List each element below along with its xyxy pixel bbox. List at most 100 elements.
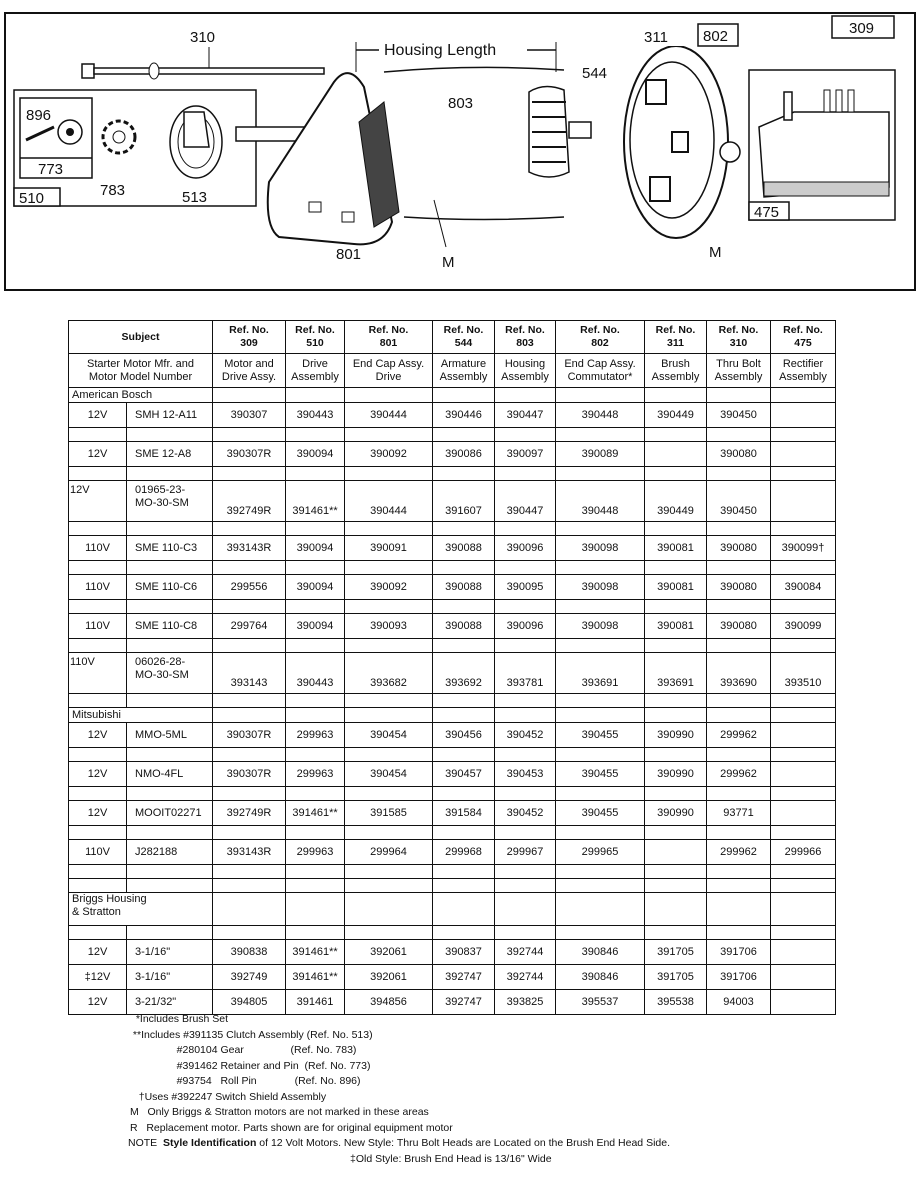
empty-cell xyxy=(644,747,707,762)
part-number-cell: 390990 xyxy=(644,761,707,787)
empty-cell xyxy=(285,825,345,840)
part-number-cell: 390094 xyxy=(285,535,345,561)
section-label: American Bosch xyxy=(68,387,213,403)
table-row: 12V 01965-23- MO-30-SM 392749R 391461** 3904… xyxy=(68,480,836,522)
part-number-cell xyxy=(770,722,836,748)
blank-row xyxy=(68,925,836,940)
empty-cell xyxy=(706,864,771,879)
empty-cell xyxy=(212,560,286,575)
empty-cell xyxy=(212,707,286,723)
part-number-cell: 390094 xyxy=(285,613,345,639)
part-number-cell: 390455 xyxy=(555,722,645,748)
part-number-cell: 390081 xyxy=(644,613,707,639)
empty-cell xyxy=(344,825,433,840)
part-number-cell: 391607 xyxy=(432,480,495,522)
empty-cell xyxy=(494,599,556,614)
header-ref-cell: Ref. No. 475 xyxy=(770,320,836,354)
table-row: 110V SME 110-C6 299556 390094 390092 390088 39… xyxy=(68,574,836,600)
empty-cell xyxy=(432,427,495,442)
empty-cell xyxy=(432,599,495,614)
empty-cell xyxy=(706,521,771,536)
empty-cell xyxy=(285,521,345,536)
svg-text:475: 475 xyxy=(754,204,779,221)
empty-cell xyxy=(555,825,645,840)
svg-text:513: 513 xyxy=(182,189,207,206)
part-number-cell: 299965 xyxy=(555,839,645,865)
header-name-cell: Motor and Drive Assy. xyxy=(212,353,286,388)
empty-cell xyxy=(555,599,645,614)
part-number-cell: 299964 xyxy=(344,839,433,865)
empty-cell xyxy=(285,892,345,926)
empty-cell xyxy=(126,427,213,442)
part-number-cell: 391461** xyxy=(285,939,345,965)
footnote: **Includes #391135 Clutch Assembly (Ref.… xyxy=(130,1028,373,1041)
empty-cell xyxy=(706,693,771,708)
part-number-cell: 390448 xyxy=(555,480,645,522)
svg-text:309: 309 xyxy=(849,20,874,37)
header-ref-cell: Subject xyxy=(68,320,213,354)
part-number-cell: 393825 xyxy=(494,989,556,1015)
part-number-cell: 390449 xyxy=(644,480,707,522)
empty-cell xyxy=(68,825,127,840)
part-number-cell: 390098 xyxy=(555,574,645,600)
blank-row xyxy=(68,521,836,536)
voltage-cell: 12V xyxy=(68,722,127,748)
empty-cell xyxy=(432,466,495,481)
model-cell: SME 110-C8 xyxy=(126,613,213,639)
empty-cell xyxy=(770,427,836,442)
empty-cell xyxy=(285,864,345,879)
empty-cell xyxy=(644,707,707,723)
header-ref-cell: Ref. No. 801 xyxy=(344,320,433,354)
empty-cell xyxy=(285,747,345,762)
model-cell: 3-21/32" xyxy=(126,989,213,1015)
table-row: 12V 3-1/16" 390838 391461** 392061 390837 3927… xyxy=(68,939,836,965)
empty-cell xyxy=(644,864,707,879)
svg-text:M: M xyxy=(709,244,722,261)
empty-cell xyxy=(555,864,645,879)
empty-cell xyxy=(285,427,345,442)
blank-row xyxy=(68,825,836,840)
empty-cell xyxy=(770,707,836,723)
empty-cell xyxy=(344,864,433,879)
svg-text:773: 773 xyxy=(38,161,63,178)
header-name-cell: Housing Assembly xyxy=(494,353,556,388)
header-name-cell: End Cap Assy. Drive xyxy=(344,353,433,388)
part-number-cell: 393781 xyxy=(494,652,556,694)
voltage-cell: 12V xyxy=(68,761,127,787)
part-number-cell: 390307 xyxy=(212,402,286,428)
blank-row xyxy=(68,560,836,575)
empty-cell xyxy=(68,747,127,762)
model-cell: SME 12-A8 xyxy=(126,441,213,467)
part-number-cell: 390094 xyxy=(285,441,345,467)
header-ref-cell: Ref. No. 803 xyxy=(494,320,556,354)
empty-cell xyxy=(126,560,213,575)
part-number-cell: 390838 xyxy=(212,939,286,965)
empty-cell xyxy=(494,521,556,536)
drive-end-cap xyxy=(235,72,400,246)
empty-cell xyxy=(706,427,771,442)
svg-text:311: 311 xyxy=(644,29,668,46)
part-number-cell: 390097 xyxy=(494,441,556,467)
empty-cell xyxy=(494,878,556,893)
blank-row xyxy=(68,427,836,442)
empty-cell xyxy=(644,427,707,442)
empty-cell xyxy=(555,707,645,723)
empty-cell xyxy=(212,925,286,940)
empty-cell xyxy=(555,427,645,442)
voltage-cell: 110V xyxy=(68,652,127,694)
part-number-cell: 390456 xyxy=(432,722,495,748)
table-row: 12V SME 12-A8 390307R 390094 390092 390086 390… xyxy=(68,441,836,467)
empty-cell xyxy=(212,693,286,708)
empty-cell xyxy=(212,427,286,442)
empty-cell xyxy=(644,825,707,840)
empty-cell xyxy=(644,599,707,614)
table-row: 110V J282188 393143R 299963 299964 299968 2999… xyxy=(68,839,836,865)
empty-cell xyxy=(770,925,836,940)
empty-cell xyxy=(68,638,127,653)
part-number-cell: 299962 xyxy=(706,761,771,787)
empty-cell xyxy=(555,747,645,762)
part-number-cell: 390088 xyxy=(432,613,495,639)
part-number-cell: 393510 xyxy=(770,652,836,694)
voltage-cell: ‡12V xyxy=(68,964,127,990)
part-number-cell: 390096 xyxy=(494,613,556,639)
